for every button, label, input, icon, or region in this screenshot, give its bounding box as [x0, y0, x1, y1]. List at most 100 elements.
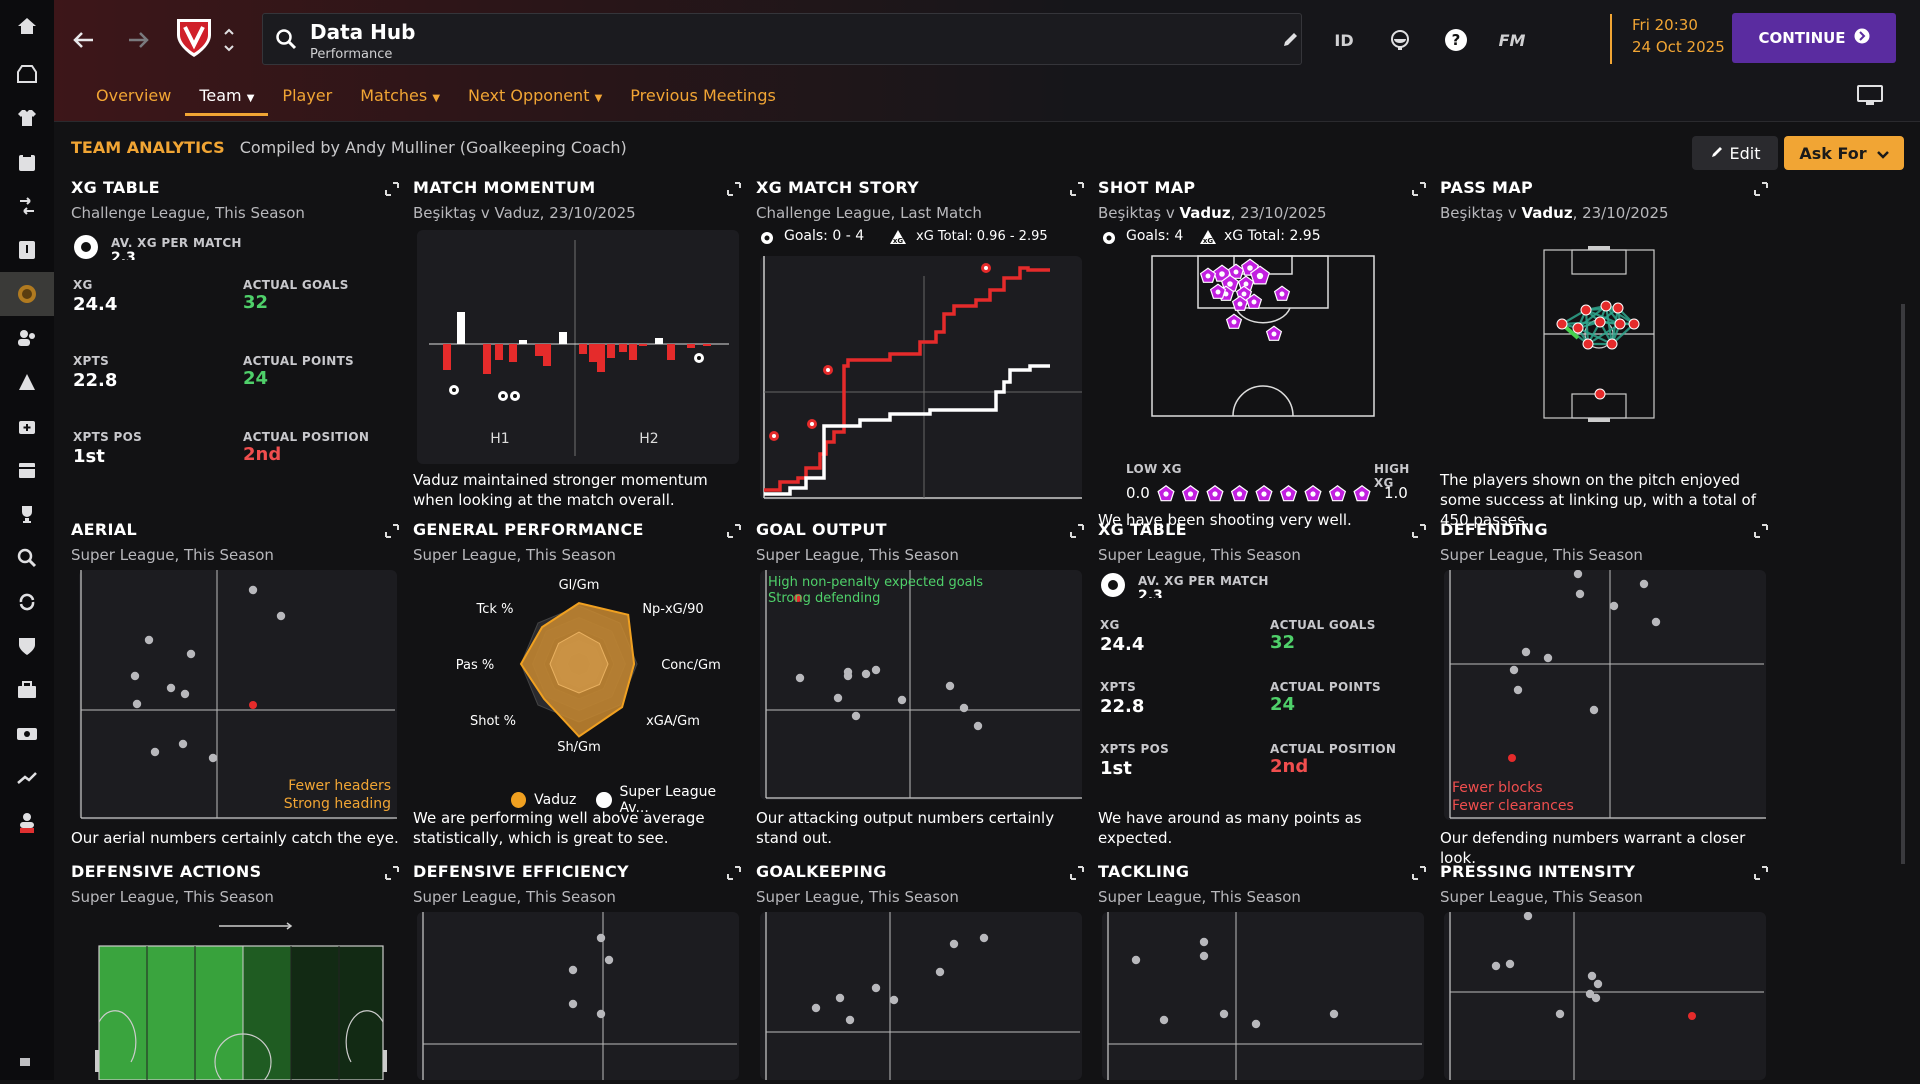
expand-icon[interactable]: [385, 524, 399, 538]
scrollbar[interactable]: [1901, 304, 1905, 864]
scrollbar-thumb[interactable]: [1901, 304, 1905, 864]
schedule-icon[interactable]: [0, 448, 54, 492]
back-arrow-icon[interactable]: [64, 20, 104, 60]
momentum-bar: [543, 344, 551, 366]
squad-shirt-icon[interactable]: [0, 96, 54, 140]
pressing-intensity-scatter: [1444, 911, 1766, 1080]
data-hub-icon[interactable]: [0, 272, 54, 316]
card-title: XG TABLE: [71, 178, 160, 197]
money-icon[interactable]: [0, 712, 54, 756]
pressing-intensity-card: PRESSING INTENSITY Super League, This Se…: [1440, 862, 1770, 1080]
expand-icon[interactable]: [1070, 524, 1084, 538]
league-point: [861, 669, 871, 679]
scale-marker-center: [1187, 491, 1194, 497]
trophy-icon[interactable]: [0, 492, 54, 536]
momentum-bar: [509, 344, 517, 362]
actual-points-label: ACTUAL POINTS: [1270, 680, 1381, 694]
tab-previous-meetings[interactable]: Previous Meetings: [630, 86, 776, 105]
date-day: 24 Oct 2025: [1632, 38, 1725, 56]
tactics-icon[interactable]: [0, 184, 54, 228]
expand-icon[interactable]: [1070, 866, 1084, 880]
fm-button[interactable]: FM: [1498, 30, 1526, 50]
tackling-scatter: [1102, 912, 1424, 1080]
xg-total-text: xG Total: 0.96 - 2.95: [916, 229, 1048, 244]
expand-icon[interactable]: [385, 866, 399, 880]
scale-marker-center: [1163, 491, 1169, 497]
expand-icon[interactable]: [727, 182, 741, 196]
date-time: Fri 20:30: [1632, 16, 1698, 34]
subtitle-team: Vaduz: [1521, 204, 1573, 222]
home-icon[interactable]: [0, 0, 54, 52]
momentum-bar: [597, 344, 605, 372]
tab-overview[interactable]: Overview: [96, 86, 172, 105]
search-bar[interactable]: Data Hub Performance: [262, 13, 1302, 65]
finances-icon[interactable]: [0, 668, 54, 712]
defensive-efficiency-svg: [422, 912, 737, 1080]
tab-next-opponent[interactable]: Next Opponent ▼: [454, 86, 616, 116]
collapse-icon[interactable]: [20, 1058, 30, 1066]
shot-marker-center: [1233, 269, 1239, 275]
club-badge-icon[interactable]: [172, 16, 216, 60]
clipboard-icon[interactable]: [0, 140, 54, 184]
tab-matches[interactable]: Matches ▼: [346, 86, 454, 116]
expand-icon[interactable]: [1412, 182, 1426, 196]
expand-icon[interactable]: [1754, 524, 1768, 538]
scale-marker-center: [1212, 491, 1218, 497]
tab-matches-label: Matches: [360, 86, 428, 105]
date-display[interactable]: Fri 20:30 24 Oct 2025: [1610, 14, 1770, 64]
momentum-bar: [703, 344, 711, 346]
momentum-bar: [607, 344, 615, 358]
expand-icon[interactable]: [1754, 182, 1768, 196]
expand-icon[interactable]: [727, 866, 741, 880]
tab-player[interactable]: Player: [282, 86, 333, 105]
expand-icon[interactable]: [727, 524, 741, 538]
ask-for-button[interactable]: Ask For: [1784, 136, 1904, 170]
xpts-value: 22.8: [73, 370, 118, 391]
forward-arrow-icon[interactable]: [118, 20, 158, 60]
club-switch-icon[interactable]: [220, 20, 238, 60]
h2-label: H2: [639, 431, 658, 447]
expand-icon[interactable]: [385, 182, 399, 196]
player-node: [1595, 389, 1605, 399]
transfers-icon[interactable]: [0, 580, 54, 624]
trend-icon[interactable]: [0, 756, 54, 800]
league-point: [935, 967, 945, 977]
page-title: Data Hub: [310, 20, 416, 44]
help-icon[interactable]: ?: [1436, 20, 1476, 60]
expand-icon[interactable]: [1070, 182, 1084, 196]
card-subtitle: Super League, This Season: [71, 546, 274, 564]
quadrant-label-1: Fewer headers: [288, 778, 391, 794]
league-point: [150, 747, 160, 757]
id-button[interactable]: ID: [1334, 30, 1354, 50]
club-icon[interactable]: [0, 624, 54, 668]
globe-icon[interactable]: [1380, 20, 1420, 60]
league-point: [1329, 1009, 1339, 1019]
player-node: [1581, 305, 1591, 315]
expand-icon[interactable]: [1412, 524, 1426, 538]
monitor-icon[interactable]: [1850, 80, 1890, 110]
scouting-icon[interactable]: [0, 536, 54, 580]
league-point: [1587, 971, 1597, 981]
league-point: [1591, 993, 1601, 1003]
training-icon[interactable]: [0, 360, 54, 404]
staff-icon[interactable]: [0, 316, 54, 360]
tab-team[interactable]: Team ▼: [185, 86, 269, 116]
report-icon[interactable]: [0, 228, 54, 272]
continue-button[interactable]: CONTINUE: [1732, 13, 1896, 63]
defensive-efficiency-card: DEFENSIVE EFFICIENCY Super League, This …: [413, 862, 743, 1080]
radar-average-area: [549, 631, 609, 694]
expand-icon[interactable]: [1754, 866, 1768, 880]
inbox-icon[interactable]: [0, 52, 54, 96]
medical-icon[interactable]: [0, 404, 54, 448]
u21-icon[interactable]: [0, 800, 54, 844]
expand-icon[interactable]: [1412, 866, 1426, 880]
scale-max: 1.0: [1384, 484, 1408, 502]
subtitle-post: , 23/10/2025: [1230, 204, 1327, 222]
pencil-icon[interactable]: [1270, 20, 1310, 60]
av-xg-value: 2.3: [111, 250, 136, 260]
league-point: [1199, 937, 1209, 947]
radar-axis-label: Np-xG/90: [642, 602, 703, 617]
card-caption: The players shown on the pitch enjoyed s…: [1440, 471, 1757, 529]
edit-button[interactable]: Edit: [1692, 136, 1778, 170]
shot-marker-center: [1227, 281, 1233, 287]
